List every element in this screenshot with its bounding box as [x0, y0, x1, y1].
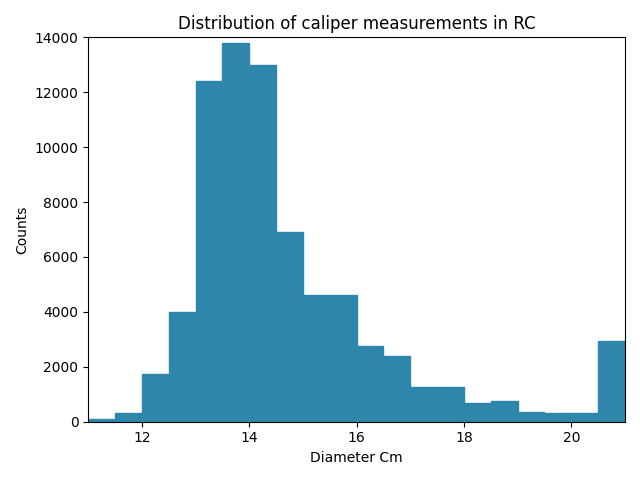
Bar — [88, 419, 115, 422]
Bar — [518, 412, 545, 422]
Bar — [572, 413, 598, 422]
X-axis label: Diameter Cm: Diameter Cm — [310, 451, 403, 465]
Bar — [491, 401, 518, 422]
Bar — [383, 356, 410, 422]
Bar — [598, 341, 625, 422]
Bar — [437, 387, 464, 422]
Title: Distribution of caliper measurements in RC: Distribution of caliper measurements in … — [178, 15, 536, 33]
Bar — [222, 43, 249, 422]
Bar — [356, 346, 383, 422]
Bar — [464, 403, 491, 422]
Bar — [142, 373, 169, 422]
Bar — [276, 232, 303, 422]
Bar — [410, 387, 437, 422]
Bar — [545, 413, 572, 422]
Bar — [115, 413, 142, 422]
Bar — [169, 312, 196, 422]
Bar — [196, 81, 222, 422]
Y-axis label: Counts: Counts — [15, 205, 29, 254]
Bar — [303, 295, 330, 422]
Bar — [330, 295, 356, 422]
Bar — [249, 65, 276, 422]
